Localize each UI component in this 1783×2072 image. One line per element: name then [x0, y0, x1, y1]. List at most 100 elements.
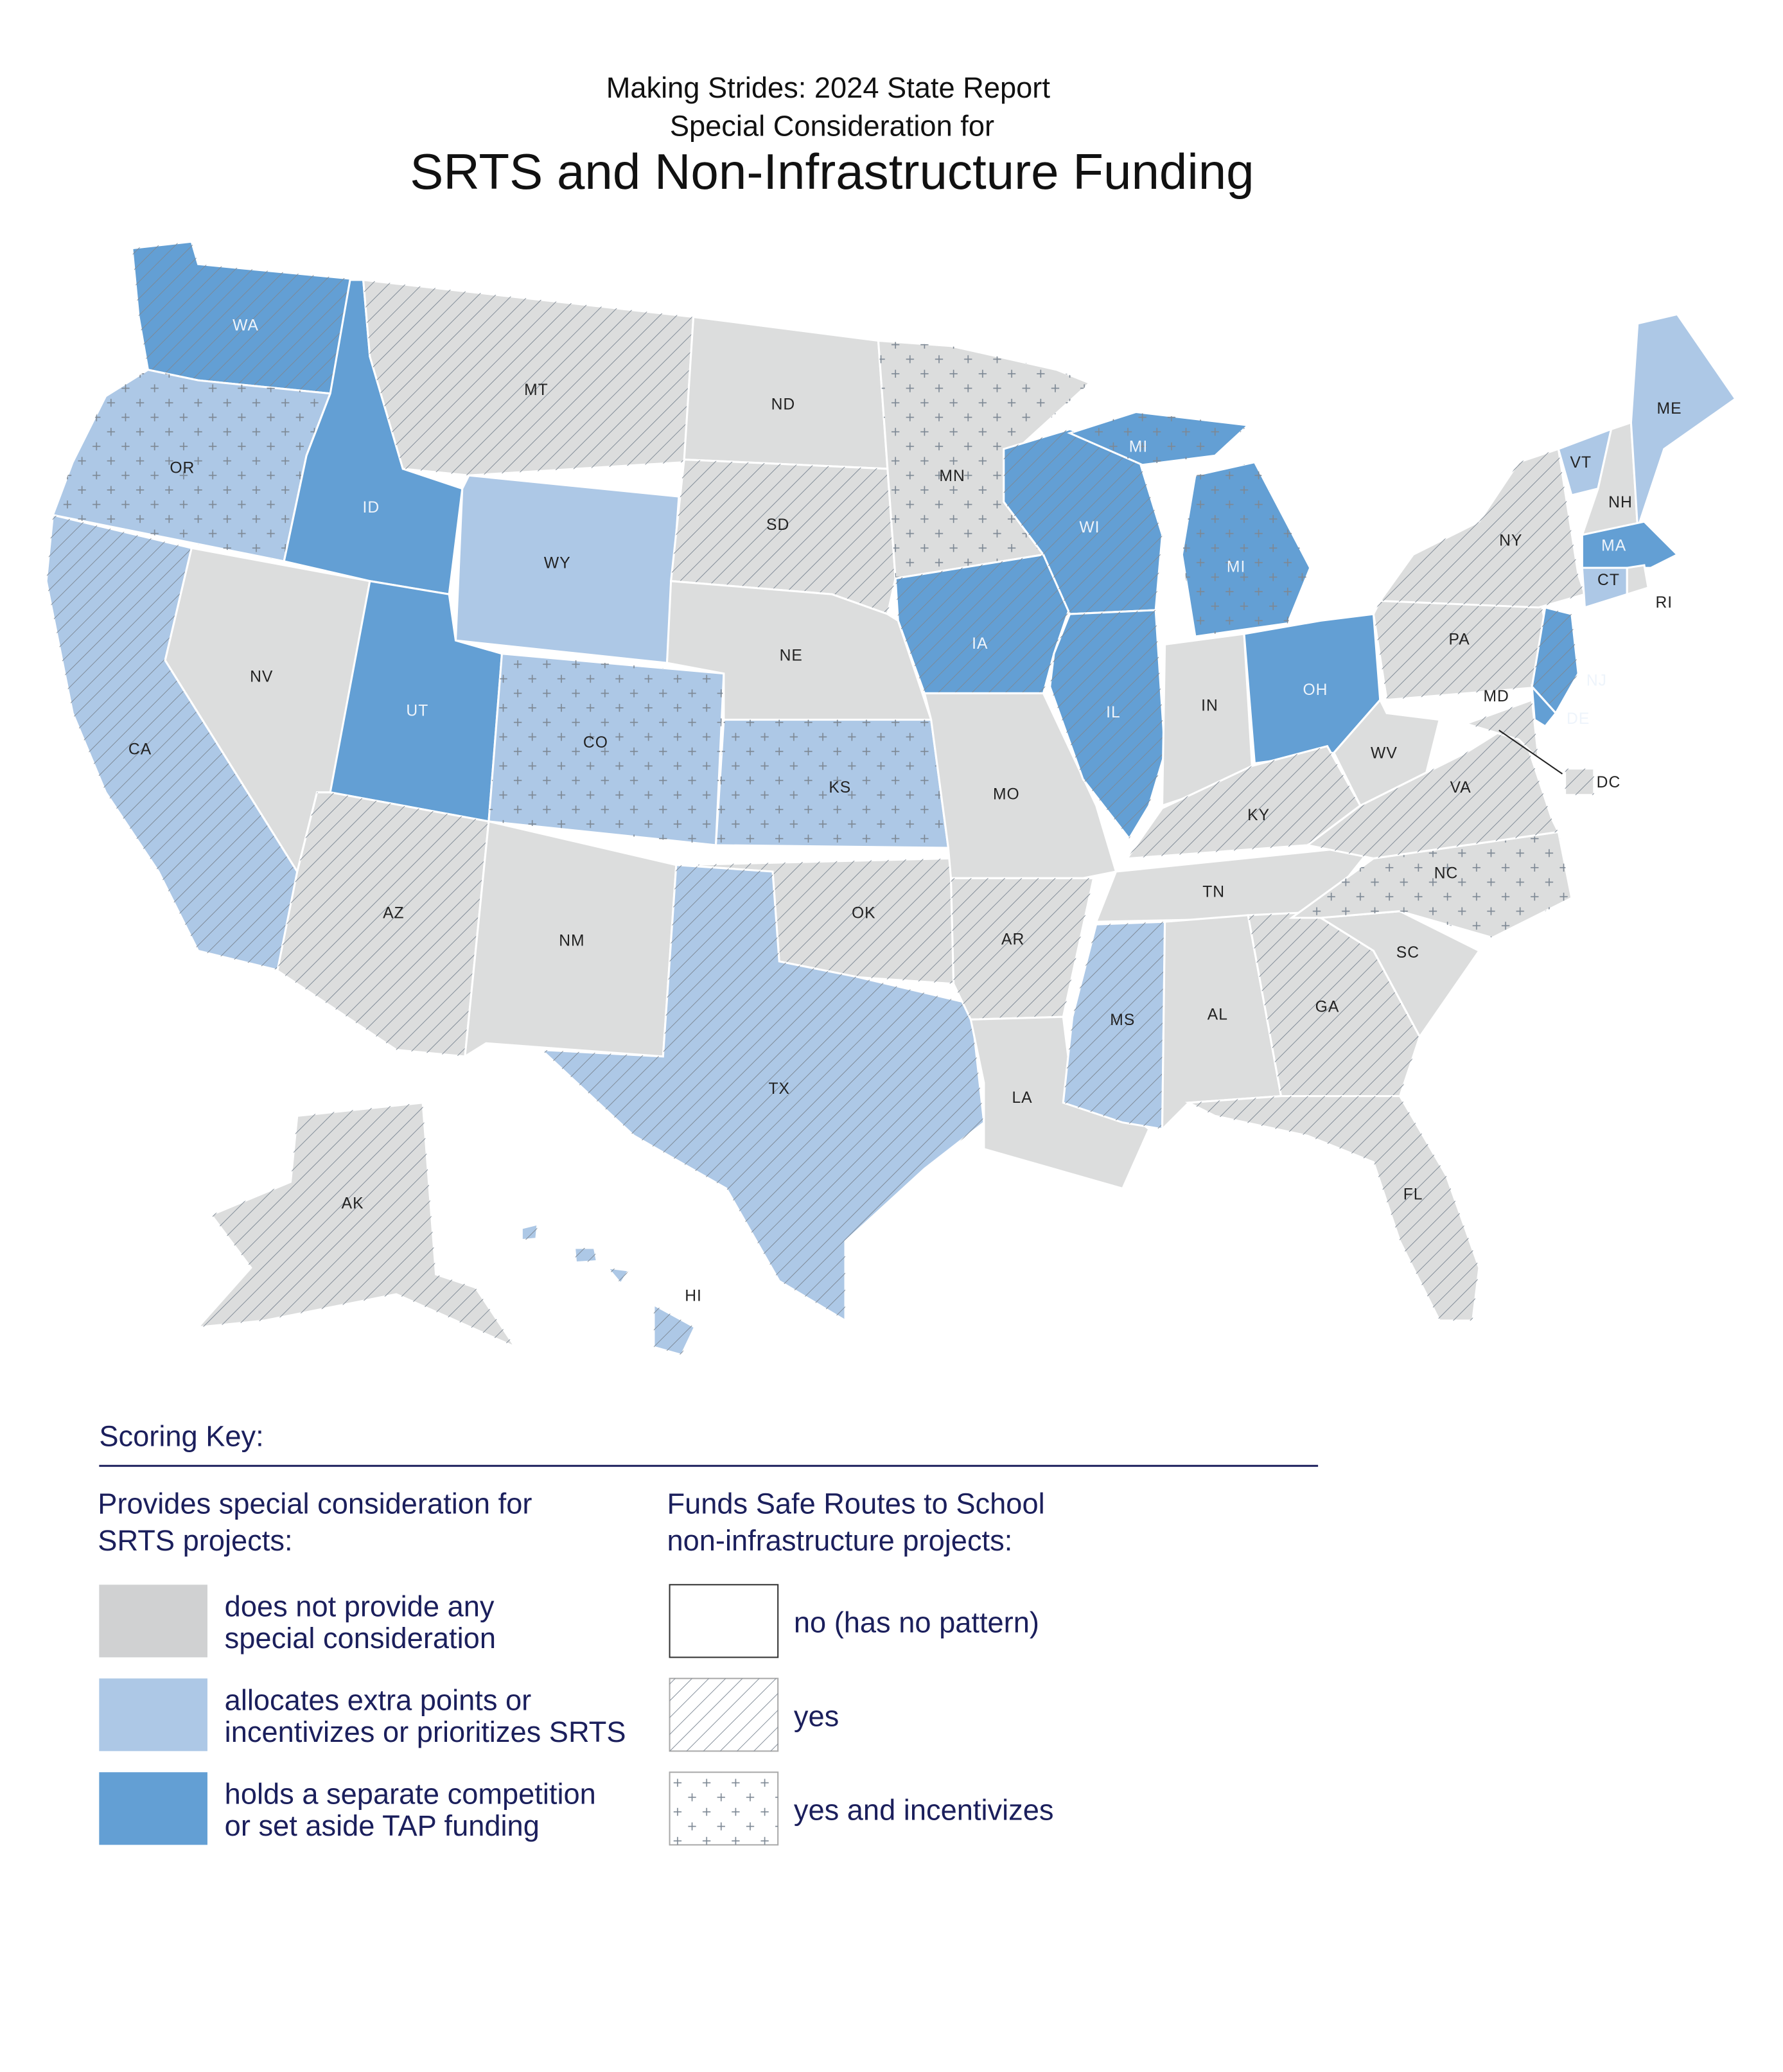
state-pattern — [53, 369, 331, 561]
state-pattern — [1380, 449, 1585, 608]
legend-label: incentivizes or prioritizes SRTS — [225, 1716, 626, 1748]
state: MT — [362, 279, 695, 477]
state-label: NC — [1434, 865, 1459, 882]
legend-heading: non-infrastructure projects: — [667, 1524, 1012, 1557]
state-pattern — [607, 1267, 629, 1284]
state: RI — [1626, 564, 1673, 611]
state: KS — [714, 719, 950, 849]
state: WA — [131, 240, 365, 395]
state: HI — [520, 1222, 701, 1356]
state-label: RI — [1655, 594, 1673, 611]
state-label: KY — [1247, 807, 1270, 824]
state-label: MI — [1227, 559, 1245, 576]
legend-label: no (has no pattern) — [794, 1606, 1039, 1638]
state-pattern — [1291, 832, 1572, 938]
state: AR — [949, 877, 1095, 1021]
state-pattern — [574, 1248, 597, 1263]
state: VT — [1557, 427, 1613, 496]
state-pattern — [951, 878, 1094, 1020]
legend-swatch — [99, 1772, 207, 1845]
state-label: SC — [1396, 944, 1419, 961]
state-pattern — [1188, 1096, 1479, 1321]
state-shape — [464, 820, 678, 1058]
state-label: KS — [829, 779, 851, 796]
state-label: CA — [128, 741, 152, 758]
state-label: NJ — [1586, 672, 1607, 689]
legend-label: yes — [794, 1699, 839, 1732]
state-label: AZ — [383, 904, 405, 922]
state-label: UT — [406, 703, 428, 720]
state-label: NY — [1499, 532, 1522, 550]
state-label: OH — [1303, 681, 1328, 699]
state: MD — [1462, 688, 1540, 762]
report-subtitle: Making Strides: 2024 State Report — [606, 71, 1051, 104]
legend-label: allocates extra points or — [225, 1684, 532, 1717]
state-label: NM — [559, 933, 584, 950]
state-label: TX — [768, 1080, 790, 1098]
state-pattern — [46, 514, 297, 971]
state-label: IN — [1201, 698, 1218, 715]
legend-label: does not provide any — [225, 1590, 495, 1623]
state-label: SD — [766, 516, 789, 534]
state-label: IL — [1106, 704, 1121, 721]
state-pattern — [363, 279, 694, 476]
state-pattern — [1532, 607, 1579, 714]
state: TX — [538, 864, 985, 1322]
legend: Scoring Key: Provides special considerati… — [98, 1419, 1319, 1846]
state-pattern — [1307, 719, 1559, 859]
legend-swatch — [669, 1584, 779, 1658]
state-pattern — [1182, 462, 1310, 637]
state: KY — [1121, 744, 1362, 866]
state: NE — [665, 580, 933, 721]
state-pattern — [671, 459, 896, 615]
state: IL — [1049, 609, 1166, 841]
state-label: NV — [250, 668, 273, 685]
legend-heading: Funds Safe Routes to School — [667, 1487, 1044, 1520]
state-label: FL — [1403, 1186, 1423, 1203]
state: CT — [1581, 566, 1628, 609]
state: DC — [1564, 768, 1620, 796]
state-pattern — [1050, 610, 1165, 839]
state: MN — [877, 339, 1092, 580]
state-label: GA — [1315, 998, 1340, 1015]
legend-heading: SRTS projects: — [98, 1524, 292, 1557]
state-label: AK — [342, 1195, 364, 1213]
state: WV — [1332, 698, 1441, 807]
state-label: MN — [939, 468, 965, 485]
state-pattern — [488, 653, 724, 845]
state-label: MO — [993, 786, 1020, 803]
state-label: PA — [1449, 631, 1470, 649]
state: VA — [1304, 718, 1560, 860]
state-pattern — [1122, 746, 1360, 865]
state-shape — [683, 315, 889, 470]
state: OR — [51, 369, 332, 563]
state: AZ — [276, 791, 490, 1058]
state: NJ — [1531, 606, 1607, 715]
legend-swatch-pattern — [669, 1678, 778, 1752]
state-label: VT — [1570, 454, 1592, 471]
state: IA — [894, 553, 1071, 694]
report-subtitle: Special Consideration for — [670, 109, 994, 142]
state-pattern — [680, 858, 954, 984]
state-pattern — [132, 241, 364, 394]
state: NC — [1288, 830, 1573, 939]
state-label: CO — [583, 734, 608, 751]
state-pattern — [1565, 768, 1594, 795]
legend-swatch-pattern — [669, 1772, 778, 1845]
state: OH — [1243, 613, 1382, 765]
state-pattern — [1373, 587, 1552, 700]
state-label: AL — [1208, 1006, 1228, 1024]
state-pattern — [716, 719, 949, 848]
state-pattern — [1466, 699, 1539, 760]
state: AL — [1161, 914, 1283, 1132]
state-pattern — [1003, 429, 1163, 615]
state-shape — [454, 474, 680, 664]
state-label: ME — [1657, 400, 1682, 417]
legend-swatch — [99, 1678, 207, 1752]
state: CO — [487, 653, 725, 847]
state-label: MT — [524, 382, 549, 399]
state-label: MS — [1110, 1012, 1135, 1029]
state: ND — [683, 315, 889, 470]
state-label: LA — [1012, 1089, 1032, 1107]
